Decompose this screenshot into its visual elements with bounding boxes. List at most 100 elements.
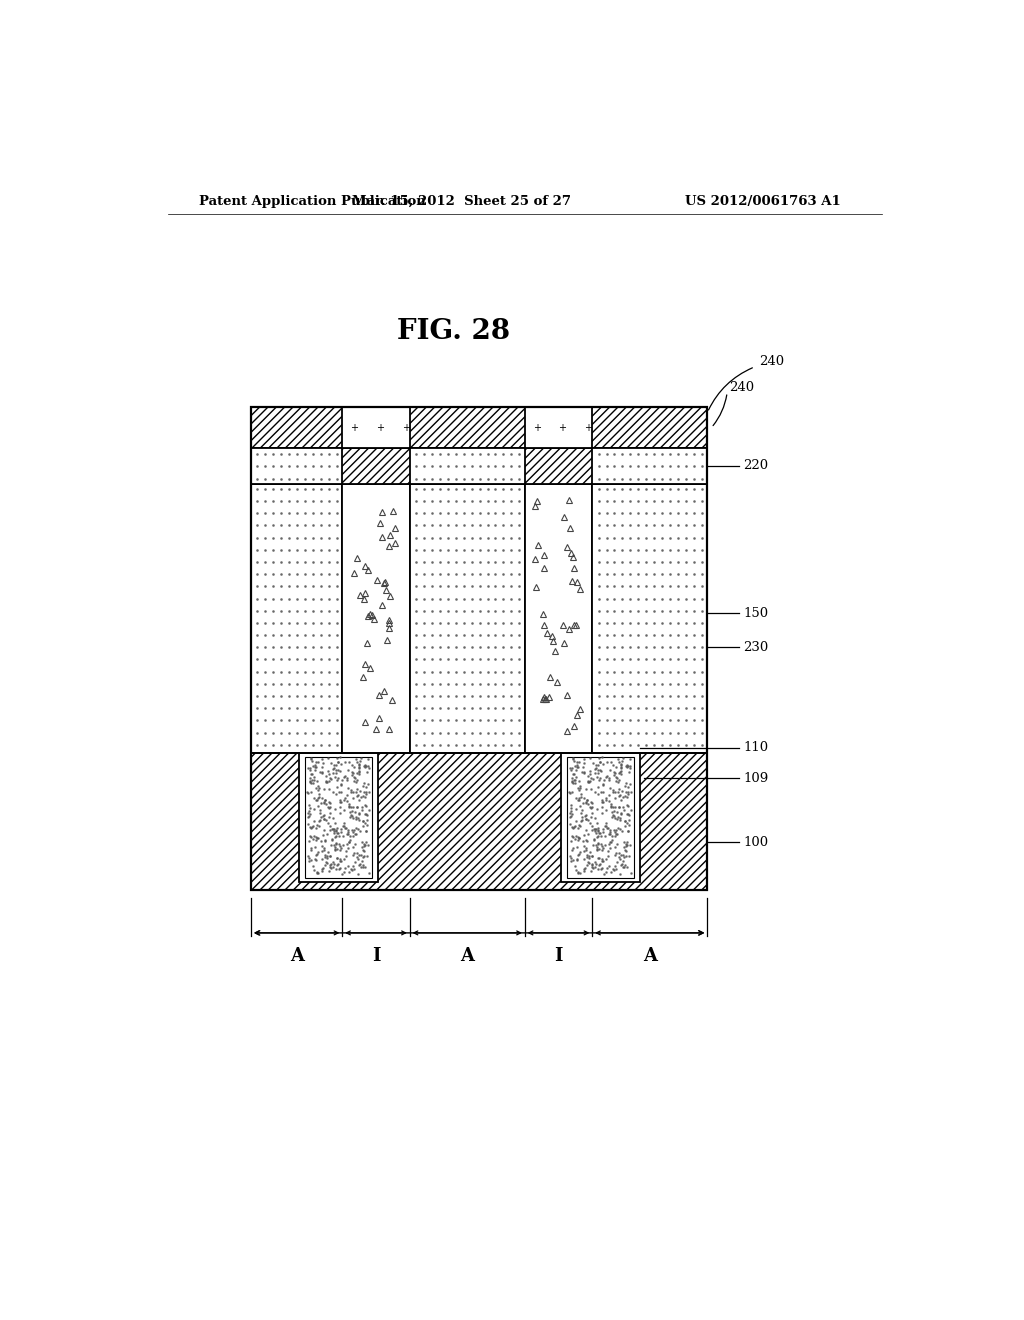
Point (301, 759, 317, 780)
Point (360, 781, 377, 803)
Point (322, 803, 338, 824)
Point (617, 833, 634, 854)
Point (607, 825, 624, 846)
Point (584, 792, 600, 813)
Point (316, 840, 333, 861)
Point (346, 858, 362, 879)
Point (332, 791, 348, 812)
Point (588, 834, 604, 855)
Point (590, 783, 606, 804)
Point (330, 751, 346, 772)
Point (565, 751, 582, 772)
Point (588, 820, 604, 841)
Point (602, 832, 618, 853)
Point (326, 854, 342, 875)
Point (316, 829, 333, 850)
Point (603, 797, 620, 818)
Point (332, 840, 348, 861)
Point (614, 750, 631, 771)
Point (567, 825, 584, 846)
Point (343, 755, 359, 776)
Point (591, 747, 607, 768)
Point (572, 777, 589, 799)
Point (314, 825, 331, 846)
Point (301, 801, 317, 822)
Point (587, 857, 603, 878)
Bar (524, 483, 592, 752)
Point (574, 830, 591, 851)
Point (309, 862, 326, 883)
Point (600, 791, 616, 812)
Point (571, 789, 588, 810)
Point (579, 820, 595, 841)
Point (307, 756, 324, 777)
Point (309, 789, 326, 810)
Point (323, 858, 339, 879)
Point (325, 763, 341, 784)
Point (607, 788, 624, 809)
Point (565, 837, 582, 858)
Point (591, 770, 607, 791)
Point (302, 840, 318, 861)
Point (571, 828, 588, 849)
Point (341, 751, 357, 772)
Point (566, 770, 583, 791)
Point (314, 748, 331, 770)
Point (594, 850, 610, 871)
Point (564, 758, 581, 779)
Point (595, 838, 611, 859)
Point (309, 787, 326, 808)
Point (356, 781, 373, 803)
Point (336, 767, 352, 788)
Point (608, 767, 625, 788)
Point (327, 837, 343, 858)
Text: Patent Application Publication: Patent Application Publication (200, 194, 426, 207)
Point (345, 797, 361, 818)
Point (350, 762, 367, 783)
Point (594, 836, 610, 857)
Point (579, 845, 595, 866)
Point (578, 809, 594, 830)
Point (323, 792, 339, 813)
Point (354, 816, 371, 837)
Point (300, 758, 316, 779)
Point (309, 795, 326, 816)
Point (316, 789, 333, 810)
Point (356, 813, 373, 834)
Point (326, 820, 342, 841)
Point (605, 805, 622, 826)
Point (351, 758, 368, 779)
Point (567, 810, 584, 832)
Point (593, 858, 609, 879)
Point (600, 845, 616, 866)
Point (564, 840, 581, 861)
Point (346, 820, 362, 841)
Point (572, 784, 589, 805)
Point (598, 813, 614, 834)
Point (600, 841, 616, 862)
Point (342, 825, 358, 846)
Point (605, 781, 622, 803)
Point (306, 756, 323, 777)
Point (354, 857, 371, 878)
Point (612, 762, 629, 783)
Point (609, 834, 626, 855)
Point (348, 772, 365, 793)
Point (561, 845, 578, 866)
Point (581, 845, 597, 866)
Point (345, 781, 361, 803)
Point (333, 850, 349, 871)
Point (348, 785, 365, 807)
Point (617, 772, 634, 793)
Point (607, 855, 624, 876)
Point (563, 801, 580, 822)
Point (590, 754, 606, 775)
Point (354, 810, 371, 832)
Point (313, 792, 330, 813)
Point (323, 846, 339, 867)
Point (591, 847, 607, 869)
Point (351, 760, 368, 781)
Point (588, 818, 604, 840)
Point (566, 855, 583, 876)
Point (611, 763, 628, 784)
